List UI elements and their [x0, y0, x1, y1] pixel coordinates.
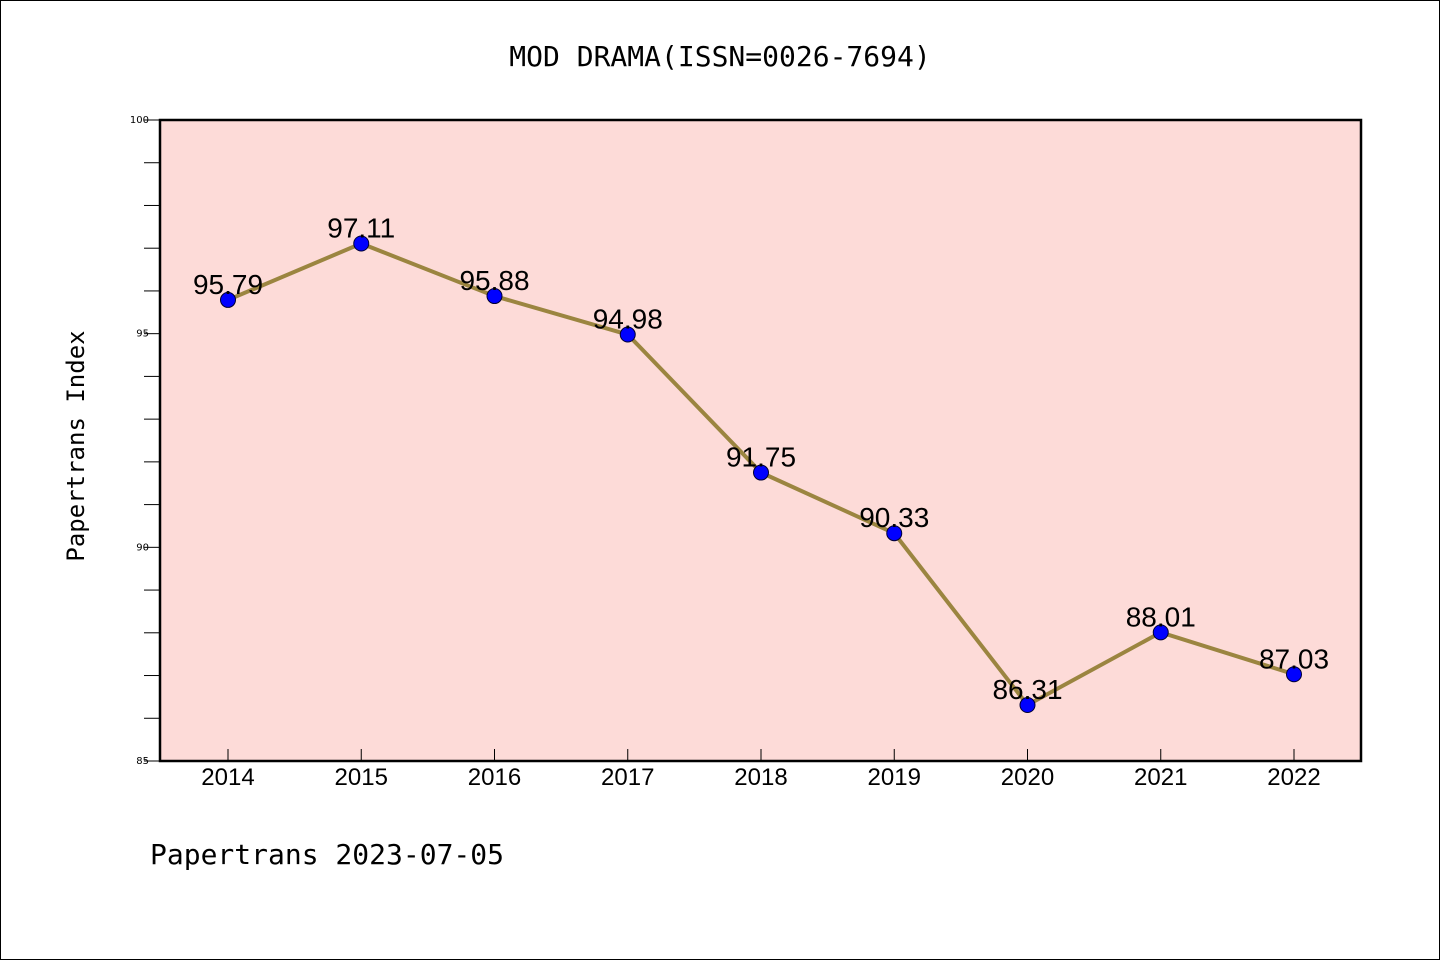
x-tick-label: 2019: [868, 764, 921, 791]
data-label: 90.33: [859, 502, 929, 533]
x-axis: 2014 2015 2016 2017 2018 2019 2020 2021 2022: [201, 749, 1321, 791]
data-label: 91.75: [726, 442, 796, 473]
x-tick-label: 2022: [1267, 764, 1320, 791]
x-tick-label: 2016: [468, 764, 521, 791]
data-point: [1019, 697, 1036, 714]
plot-area: [160, 120, 1361, 761]
data-point: [220, 291, 236, 308]
y-axis: 85 90 95 100: [130, 115, 160, 767]
data-label: 86.31: [992, 674, 1062, 705]
y-tick-label: 100: [130, 115, 149, 126]
plot-border: [158, 118, 1363, 763]
data-point: [886, 525, 903, 542]
data-point: [486, 288, 503, 305]
y-tick-label: 85: [136, 756, 149, 767]
data-label: 97.11: [327, 212, 395, 243]
data-label: 87.03: [1259, 643, 1329, 674]
x-tick-label: 2021: [1134, 764, 1187, 791]
x-tick-label: 2018: [734, 764, 787, 791]
data-markers: [220, 235, 1302, 714]
y-axis-label: Papertrans Index: [62, 330, 90, 561]
data-point: [619, 326, 636, 343]
data-label: 94.98: [593, 304, 663, 335]
x-tick-label: 2017: [601, 764, 654, 791]
data-point: [1286, 666, 1302, 683]
x-tick-label: 2015: [335, 764, 388, 791]
x-tick-label: 2020: [1001, 764, 1054, 791]
data-label: 88.01: [1126, 601, 1196, 632]
data-point: [753, 464, 769, 481]
data-point: [353, 235, 370, 252]
y-tick-label: 95: [136, 329, 149, 340]
data-labels: 95.79 97.11 95.88 94.98 91.75 90.33 86.31 88.01…: [193, 212, 1329, 705]
data-label: 95.79: [193, 269, 263, 300]
data-label: 95.88: [459, 265, 529, 296]
data-point: [1152, 624, 1169, 641]
chart-title: MOD DRAMA(ISSN=0026-7694): [509, 40, 930, 73]
footer-source-date: Papertrans 2023-07-05: [150, 838, 504, 871]
x-tick-label: 2014: [201, 764, 254, 791]
y-tick-label: 90: [136, 542, 149, 553]
